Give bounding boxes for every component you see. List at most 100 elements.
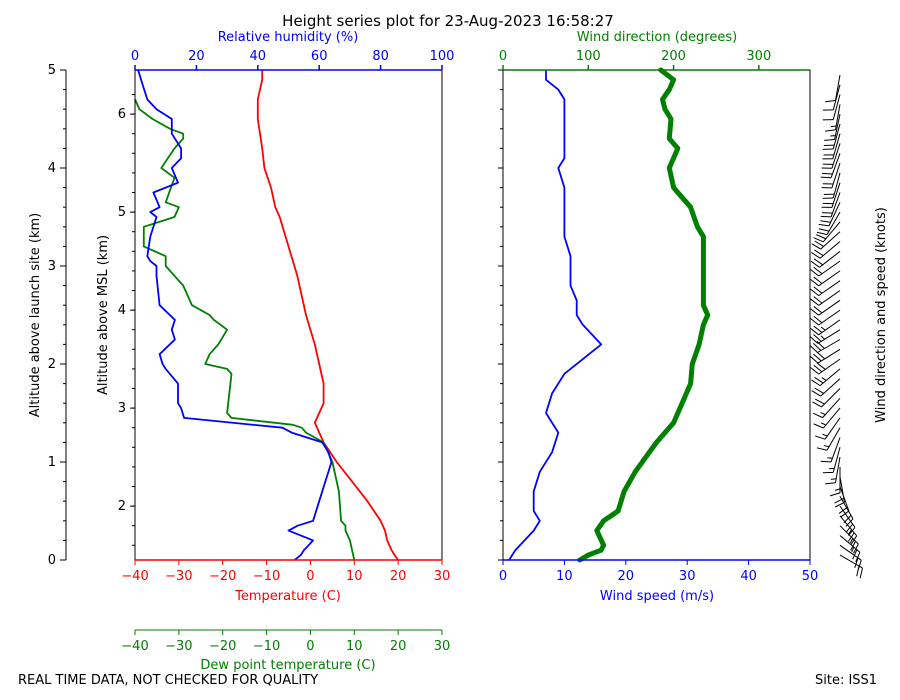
- wind-barb-staff: [821, 388, 841, 408]
- wind-speed-line: [508, 70, 603, 561]
- site-label: Site: ISS1: [815, 673, 878, 688]
- wind-barb: [838, 486, 850, 518]
- wind-barb-feather: [813, 306, 823, 314]
- wind-barb-feather: [845, 518, 854, 527]
- wind-barb-feather: [813, 296, 823, 304]
- wind-speed-tick-label: 40: [740, 569, 757, 584]
- wind-barb-feather: [814, 376, 824, 384]
- humidity-tick-label: 0: [131, 49, 139, 64]
- wind-barb-feather: [810, 308, 820, 316]
- wind-barb-feather: [840, 510, 850, 518]
- wind-barb-half-feather: [822, 433, 828, 437]
- wind-barb: [834, 476, 846, 508]
- wind-barb: [822, 172, 841, 199]
- wind-barb: [816, 427, 841, 451]
- wind-barb-feather: [855, 552, 861, 562]
- wind-barb-feather: [843, 515, 852, 524]
- dewpoint-tick-label: −10: [253, 639, 280, 654]
- wind-barb-feather: [850, 535, 858, 545]
- wind-barb-staff: [826, 427, 841, 451]
- wind-barb: [810, 309, 841, 326]
- dewpoint-tick-label: 10: [346, 639, 363, 654]
- wind-speed-tick-label: 30: [679, 569, 696, 584]
- wind-speed-tick-label: 0: [499, 569, 507, 584]
- wind-frame: [502, 69, 811, 561]
- wind-barb-staff: [817, 329, 841, 344]
- wind-barbs-label: Wind direction and speed (knots): [874, 207, 889, 423]
- chart-title: Height series plot for 23-Aug-2023 16:58…: [282, 12, 614, 30]
- dewpoint-tick-label: −20: [209, 639, 236, 654]
- wind-barb-staff: [839, 505, 856, 528]
- humidity-tick-label: 80: [372, 49, 389, 64]
- wind-barb-staff: [831, 182, 841, 208]
- wind-barb-feather: [834, 501, 845, 508]
- wind-barb: [839, 505, 856, 536]
- wind-barbs: [809, 74, 864, 579]
- humidity-tick-label: 20: [188, 49, 205, 64]
- wind-barb-staff: [830, 153, 841, 178]
- wind-barb-feather: [825, 129, 836, 132]
- wind-barb-half-feather: [823, 445, 830, 448]
- wind-barb-staff: [834, 74, 841, 101]
- wind-barb-feather: [813, 423, 824, 429]
- wind-barb-feather: [838, 506, 848, 514]
- wind-barb: [825, 457, 841, 485]
- wind-barb: [812, 397, 841, 419]
- wind-plot-area: [508, 67, 711, 563]
- wind-barb-staff: [820, 231, 841, 250]
- wind-barb-feather: [811, 243, 821, 250]
- wind-barb: [809, 339, 841, 353]
- wind-barb-feather: [820, 460, 832, 463]
- temperature-tick-label: 0: [306, 569, 314, 584]
- wind-barb-feather: [815, 398, 825, 405]
- wind-barb: [822, 123, 841, 150]
- wind-barb-staff: [822, 407, 841, 429]
- wind-barb-feather: [824, 139, 835, 141]
- wind-barb-feather: [814, 249, 824, 257]
- agl-tick-label: 2: [48, 357, 56, 372]
- msl-axis-ticks: 2 3 4 5 6: [118, 94, 135, 546]
- wind-barb: [810, 290, 841, 306]
- wind-barb-staff: [839, 476, 846, 503]
- wind-barb: [811, 368, 841, 387]
- wind-barb-half-feather: [821, 377, 827, 381]
- dewpoint-tick-label: −40: [121, 639, 148, 654]
- wind-barb: [810, 319, 841, 336]
- wind-barb: [820, 192, 841, 218]
- wind-barb-half-feather: [849, 538, 854, 544]
- humidity-tick-label: 100: [430, 49, 455, 64]
- wind-barb: [820, 437, 841, 463]
- wind-barb: [815, 417, 841, 440]
- wind-barb-feather: [813, 266, 823, 275]
- wind-barb-feather: [822, 212, 833, 214]
- temperature-tick-label: 30: [434, 569, 451, 584]
- wind-barb-staff: [818, 280, 841, 297]
- wind-barb-feather: [815, 435, 826, 440]
- wind-direction-tick-label: 200: [661, 49, 686, 64]
- wind-barb-feather: [816, 351, 826, 360]
- wind-barb-feather: [813, 325, 823, 333]
- wind-barb-staff: [831, 162, 841, 188]
- wind-barb: [822, 133, 841, 160]
- wind-barb: [839, 544, 862, 571]
- wind-barb-staff: [818, 319, 841, 336]
- wind-barb-feather: [809, 344, 818, 353]
- wind-barb: [810, 250, 841, 268]
- wind-barb-feather: [834, 497, 845, 504]
- wind-barb-feather: [812, 412, 823, 419]
- wind-barb-feather: [809, 336, 819, 344]
- wind-barb: [810, 358, 841, 375]
- wind-barb-staff: [839, 515, 858, 537]
- wind-barb-feather: [847, 532, 855, 542]
- wind-barb-feather: [820, 176, 832, 179]
- wind-barb-feather: [818, 223, 830, 227]
- agl-axis-label: Altitude above launch site (km): [28, 213, 43, 417]
- wind-barb-staff: [832, 447, 841, 473]
- wind-barb-half-feather: [830, 478, 837, 480]
- wind-barb-staff: [822, 221, 841, 243]
- wind-barb: [813, 221, 841, 243]
- wind-barb-feather: [818, 228, 830, 232]
- wind-barb: [839, 535, 861, 562]
- temperature-tick-label: −10: [253, 569, 280, 584]
- wind-barb: [810, 299, 841, 316]
